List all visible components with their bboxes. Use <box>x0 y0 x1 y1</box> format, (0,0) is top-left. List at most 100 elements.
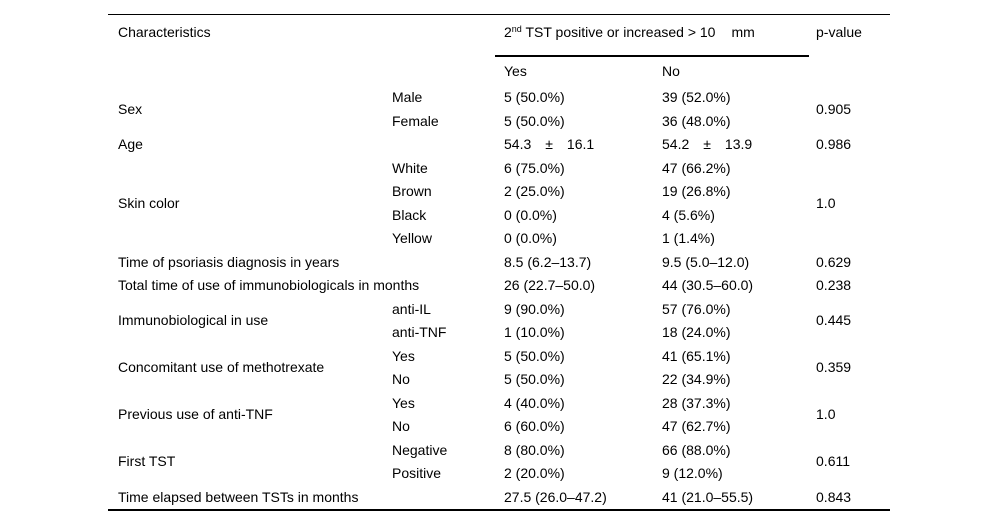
characteristic-label: Immunobiological in use <box>118 312 269 329</box>
table-row: anti-TNF 1 (10.0%) 18 (24.0%) <box>108 321 890 345</box>
value-no: 66 (88.0%) <box>662 441 731 458</box>
spanner-unit: mm <box>731 24 755 40</box>
value-yes: 6 (60.0%) <box>504 418 565 434</box>
subcategory-label: anti-IL <box>392 300 431 317</box>
table-row: Female 5 (50.0%) 36 (48.0%) <box>108 110 890 134</box>
value-yes: 26 (22.7–50.0) <box>504 277 596 293</box>
table-row: Total time of use of immunobiologicals i… <box>108 274 890 298</box>
value-no: 9.5 (5.0–12.0) <box>662 253 750 270</box>
table-body: Sex Male 5 (50.0%) 39 (52.0%) 0.905 Female 5 (… <box>108 86 890 510</box>
value-no: 19 (26.8%) <box>662 183 731 199</box>
characteristic-label: Time elapsed between TSTs in months <box>118 488 359 505</box>
subcategory-label: anti-TNF <box>392 324 447 340</box>
subcategory-label: No <box>392 418 410 434</box>
p-value: 0.359 <box>816 359 852 376</box>
characteristic-label: First TST <box>118 453 176 470</box>
characteristic-label: Skin color <box>118 194 180 211</box>
value-no: 9 (12.0%) <box>662 465 723 481</box>
value-yes: 4 (40.0%) <box>504 394 565 411</box>
table-row: Previous use of anti-TNF Yes 4 (40.0%) 28 (… <box>108 392 890 423</box>
p-value: 0.238 <box>816 277 852 293</box>
subcategory-label: Brown <box>392 183 432 199</box>
subcategory-label: White <box>392 159 428 176</box>
spanner-text: TST positive or increased > 10 <box>521 24 716 40</box>
table-row: Concomitant use of methotrexate Yes 5 (50.… <box>108 345 890 376</box>
table-row: Yellow 0 (0.0%) 1 (1.4%) <box>108 227 890 251</box>
subcategory-label: Black <box>392 206 427 223</box>
value-no: 18 (24.0%) <box>662 324 731 340</box>
characteristic-label: Age <box>118 136 143 152</box>
subcategory-label: Negative <box>392 441 448 458</box>
value-yes: 2 (25.0%) <box>504 183 565 199</box>
value-yes: 27.5 (26.0–47.2) <box>504 488 607 505</box>
spanner-base: 2 <box>504 24 512 40</box>
value-no: 41 (65.1%) <box>662 347 731 364</box>
p-value: 0.445 <box>816 312 852 329</box>
table-row: Brown 2 (25.0%) 19 (26.8%) <box>108 180 890 204</box>
value-yes: 8.5 (6.2–13.7) <box>504 253 592 270</box>
subcategory-label: Yes <box>392 394 415 411</box>
value-no: 22 (34.9%) <box>662 371 731 387</box>
characteristics-table: Characteristics 2nd TST positive or incr… <box>108 14 891 511</box>
p-value: 0.629 <box>816 253 852 270</box>
value-no: 39 (52.0%) <box>662 89 731 105</box>
table-row: No 6 (60.0%) 47 (62.7%) <box>108 415 890 439</box>
p-value: 0.905 <box>816 100 852 117</box>
p-value: 1.0 <box>816 194 836 211</box>
header-characteristics: Characteristics <box>118 24 211 40</box>
header-row-2: Yes No <box>108 56 890 86</box>
value-no: 41 (21.0–55.5) <box>662 488 754 505</box>
table-row: Sex Male 5 (50.0%) 39 (52.0%) 0.905 <box>108 86 890 117</box>
value-no: 47 (62.7%) <box>662 418 731 434</box>
header-yes: Yes <box>504 63 527 79</box>
p-value: 1.0 <box>816 406 836 423</box>
value-yes: 6 (75.0%) <box>504 159 565 176</box>
table-row: Time elapsed between TSTs in months 27.5 … <box>108 486 890 511</box>
table-row: Age 54.3 ± 16.1 54.2 ± 13.9 0.986 <box>108 133 890 157</box>
value-yes: 54.3 ± 16.1 <box>504 136 595 152</box>
value-yes: 5 (50.0%) <box>504 371 565 387</box>
value-yes: 5 (50.0%) <box>504 347 565 364</box>
subcategory-label: Positive <box>392 465 442 481</box>
subcategory-label: No <box>392 371 410 387</box>
value-yes: 5 (50.0%) <box>504 112 565 129</box>
value-yes: 8 (80.0%) <box>504 441 565 458</box>
table-row: Positive 2 (20.0%) 9 (12.0%) <box>108 462 890 486</box>
table-row: Skin color White 6 (75.0%) 47 (66.2%) 1.0 <box>108 157 890 211</box>
value-no: 28 (37.3%) <box>662 394 731 411</box>
header-p-value: p-value <box>816 24 862 40</box>
table-header: Characteristics 2nd TST positive or incr… <box>108 14 890 87</box>
header-no: No <box>662 63 680 79</box>
p-value: 0.611 <box>816 453 851 470</box>
value-no: 54.2 ± 13.9 <box>662 136 753 152</box>
characteristic-label: Total time of use of immunobiologicals i… <box>118 277 420 293</box>
value-no: 4 (5.6%) <box>662 206 715 223</box>
value-yes: 9 (90.0%) <box>504 300 565 317</box>
characteristic-label: Sex <box>118 100 143 117</box>
value-no: 36 (48.0%) <box>662 112 731 129</box>
value-yes: 2 (20.0%) <box>504 465 565 481</box>
table-row: First TST Negative 8 (80.0%) 66 (88.0%) 0.61… <box>108 439 890 470</box>
table-row: No 5 (50.0%) 22 (34.9%) <box>108 368 890 392</box>
header-row-1: Characteristics 2nd TST positive or incr… <box>108 14 890 57</box>
characteristic-label: Previous use of anti-TNF <box>118 406 273 423</box>
subcategory-label: Female <box>392 112 439 129</box>
subcategory-label: Yes <box>392 347 415 364</box>
table-row: Immunobiological in use anti-IL 9 (90.0%) 5… <box>108 298 890 329</box>
characteristic-label: Time of psoriasis diagnosis in years <box>118 253 340 270</box>
spanner-superscript: nd <box>511 24 522 34</box>
value-yes: 0 (0.0%) <box>504 206 557 223</box>
characteristic-label: Concomitant use of methotrexate <box>118 359 325 376</box>
value-no: 57 (76.0%) <box>662 300 731 317</box>
value-yes: 1 (10.0%) <box>504 324 565 340</box>
value-no: 1 (1.4%) <box>662 230 715 246</box>
p-value: 0.843 <box>816 488 852 505</box>
p-value: 0.986 <box>816 136 852 152</box>
value-yes: 0 (0.0%) <box>504 230 557 246</box>
table-row: Time of psoriasis diagnosis in years 8.5 … <box>108 251 890 275</box>
subcategory-label: Yellow <box>392 230 432 246</box>
header-spanner: 2nd TST positive or increased > 10 mm <box>495 14 810 57</box>
subcategory-label: Male <box>392 89 423 105</box>
value-no: 47 (66.2%) <box>662 159 731 176</box>
